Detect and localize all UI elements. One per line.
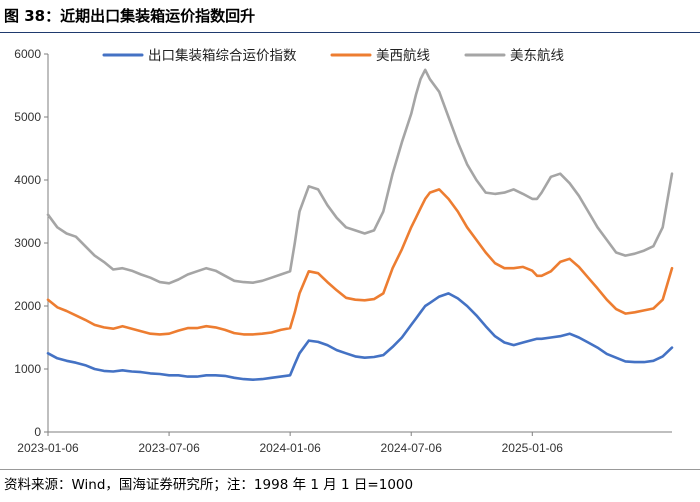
y-tick-label: 0	[34, 425, 41, 439]
series-line-1	[46, 292, 674, 381]
y-tick-label: 3000	[14, 236, 41, 250]
legend-label-2: 美西航线	[376, 48, 430, 64]
y-tick-label: 1000	[14, 362, 41, 376]
chart-axes: 0 1000 2000 3000 4000 5000 6000 2023-01-06 2023-…	[14, 47, 672, 455]
chart-series-group	[46, 68, 674, 381]
y-tick-label: 4000	[14, 173, 41, 187]
chart-legend: 出口集装箱综合运价指数 美西航线 美东航线	[102, 48, 564, 64]
series-line-3	[46, 68, 674, 285]
legend-label-1: 出口集装箱综合运价指数	[148, 48, 297, 64]
y-tick-label: 2000	[14, 299, 41, 313]
x-tick-label: 2023-07-06	[138, 441, 200, 455]
y-tick-label: 6000	[14, 47, 41, 61]
x-tick-label: 2025-01-06	[502, 441, 564, 455]
figure-title: 图 38：近期出口集装箱运价指数回升	[4, 7, 256, 25]
line-chart: 0 1000 2000 3000 4000 5000 6000 2023-01-06 2023-…	[14, 47, 674, 455]
y-tick-label: 5000	[14, 110, 41, 124]
title-divider	[0, 32, 700, 33]
series-line-2	[46, 188, 674, 336]
footer-divider	[0, 469, 700, 470]
legend-label-3: 美东航线	[510, 48, 564, 64]
x-tick-label: 2024-07-06	[381, 441, 443, 455]
x-tick-label: 2024-01-06	[259, 441, 321, 455]
source-note: 资料来源：Wind，国海证券研究所；注：1998 年 1 月 1 日=1000	[4, 477, 414, 493]
x-tick-label: 2023-01-06	[17, 441, 79, 455]
